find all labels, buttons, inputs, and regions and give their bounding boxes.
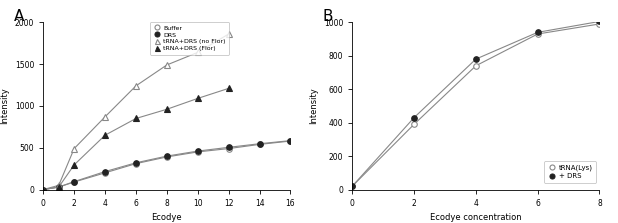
tRNA(Lys) — [410, 123, 418, 126]
DRS — [55, 186, 62, 188]
Buffer — [194, 151, 201, 153]
tRNA+DRS (Flor) — [55, 186, 62, 188]
Buffer — [163, 156, 171, 158]
Buffer — [132, 162, 140, 165]
Line: Buffer: Buffer — [41, 138, 293, 192]
Line: tRNA(Lys): tRNA(Lys) — [350, 21, 602, 189]
tRNA+DRS (Flor) — [70, 163, 78, 166]
tRNA+DRS (Flor) — [101, 134, 109, 136]
X-axis label: Ecodye concentration: Ecodye concentration — [430, 213, 522, 222]
tRNA+DRS (no Flor) — [40, 188, 47, 191]
DRS — [163, 155, 171, 157]
tRNA(Lys) — [596, 23, 603, 25]
tRNA+DRS (no Flor) — [55, 184, 62, 187]
DRS — [287, 139, 294, 142]
tRNA+DRS (Flor) — [194, 97, 201, 100]
tRNA+DRS (no Flor) — [194, 51, 201, 54]
DRS — [70, 180, 78, 183]
Line: + DRS: + DRS — [350, 19, 602, 189]
tRNA(Lys) — [349, 185, 356, 188]
Line: tRNA+DRS (no Flor): tRNA+DRS (no Flor) — [41, 31, 231, 192]
Legend: tRNA(Lys), + DRS: tRNA(Lys), + DRS — [544, 161, 596, 183]
tRNA+DRS (Flor) — [40, 188, 47, 191]
+ DRS — [410, 116, 418, 119]
Line: DRS: DRS — [41, 138, 293, 192]
Buffer — [55, 186, 62, 188]
+ DRS — [534, 31, 541, 34]
Line: tRNA+DRS (Flor): tRNA+DRS (Flor) — [41, 86, 231, 192]
tRNA+DRS (no Flor) — [163, 64, 171, 66]
tRNA+DRS (no Flor) — [132, 85, 140, 87]
Buffer — [287, 140, 294, 142]
Text: B: B — [323, 9, 333, 24]
tRNA+DRS (no Flor) — [225, 33, 232, 35]
DRS — [40, 188, 47, 191]
+ DRS — [472, 58, 480, 60]
Buffer — [225, 147, 232, 150]
tRNA+DRS (Flor) — [163, 108, 171, 111]
+ DRS — [349, 185, 356, 188]
Buffer — [70, 181, 78, 183]
tRNA(Lys) — [534, 33, 541, 35]
DRS — [225, 146, 232, 149]
tRNA+DRS (Flor) — [225, 87, 232, 90]
X-axis label: Ecodye: Ecodye — [151, 213, 182, 222]
DRS — [132, 161, 140, 164]
Text: A: A — [14, 9, 24, 24]
+ DRS — [596, 20, 603, 23]
Buffer — [40, 188, 47, 191]
Buffer — [256, 143, 263, 146]
Buffer — [101, 171, 109, 174]
tRNA+DRS (Flor) — [132, 117, 140, 120]
DRS — [101, 170, 109, 173]
DRS — [256, 142, 263, 145]
tRNA+DRS (no Flor) — [70, 147, 78, 150]
Y-axis label: Intensity: Intensity — [309, 88, 318, 124]
Legend: Buffer, DRS, tRNA+DRS (no Flor), tRNA+DRS (Flor): Buffer, DRS, tRNA+DRS (no Flor), tRNA+DR… — [150, 22, 229, 54]
tRNA+DRS (no Flor) — [101, 116, 109, 118]
DRS — [194, 150, 201, 153]
tRNA(Lys) — [472, 64, 480, 67]
Y-axis label: Intensity: Intensity — [0, 88, 9, 124]
